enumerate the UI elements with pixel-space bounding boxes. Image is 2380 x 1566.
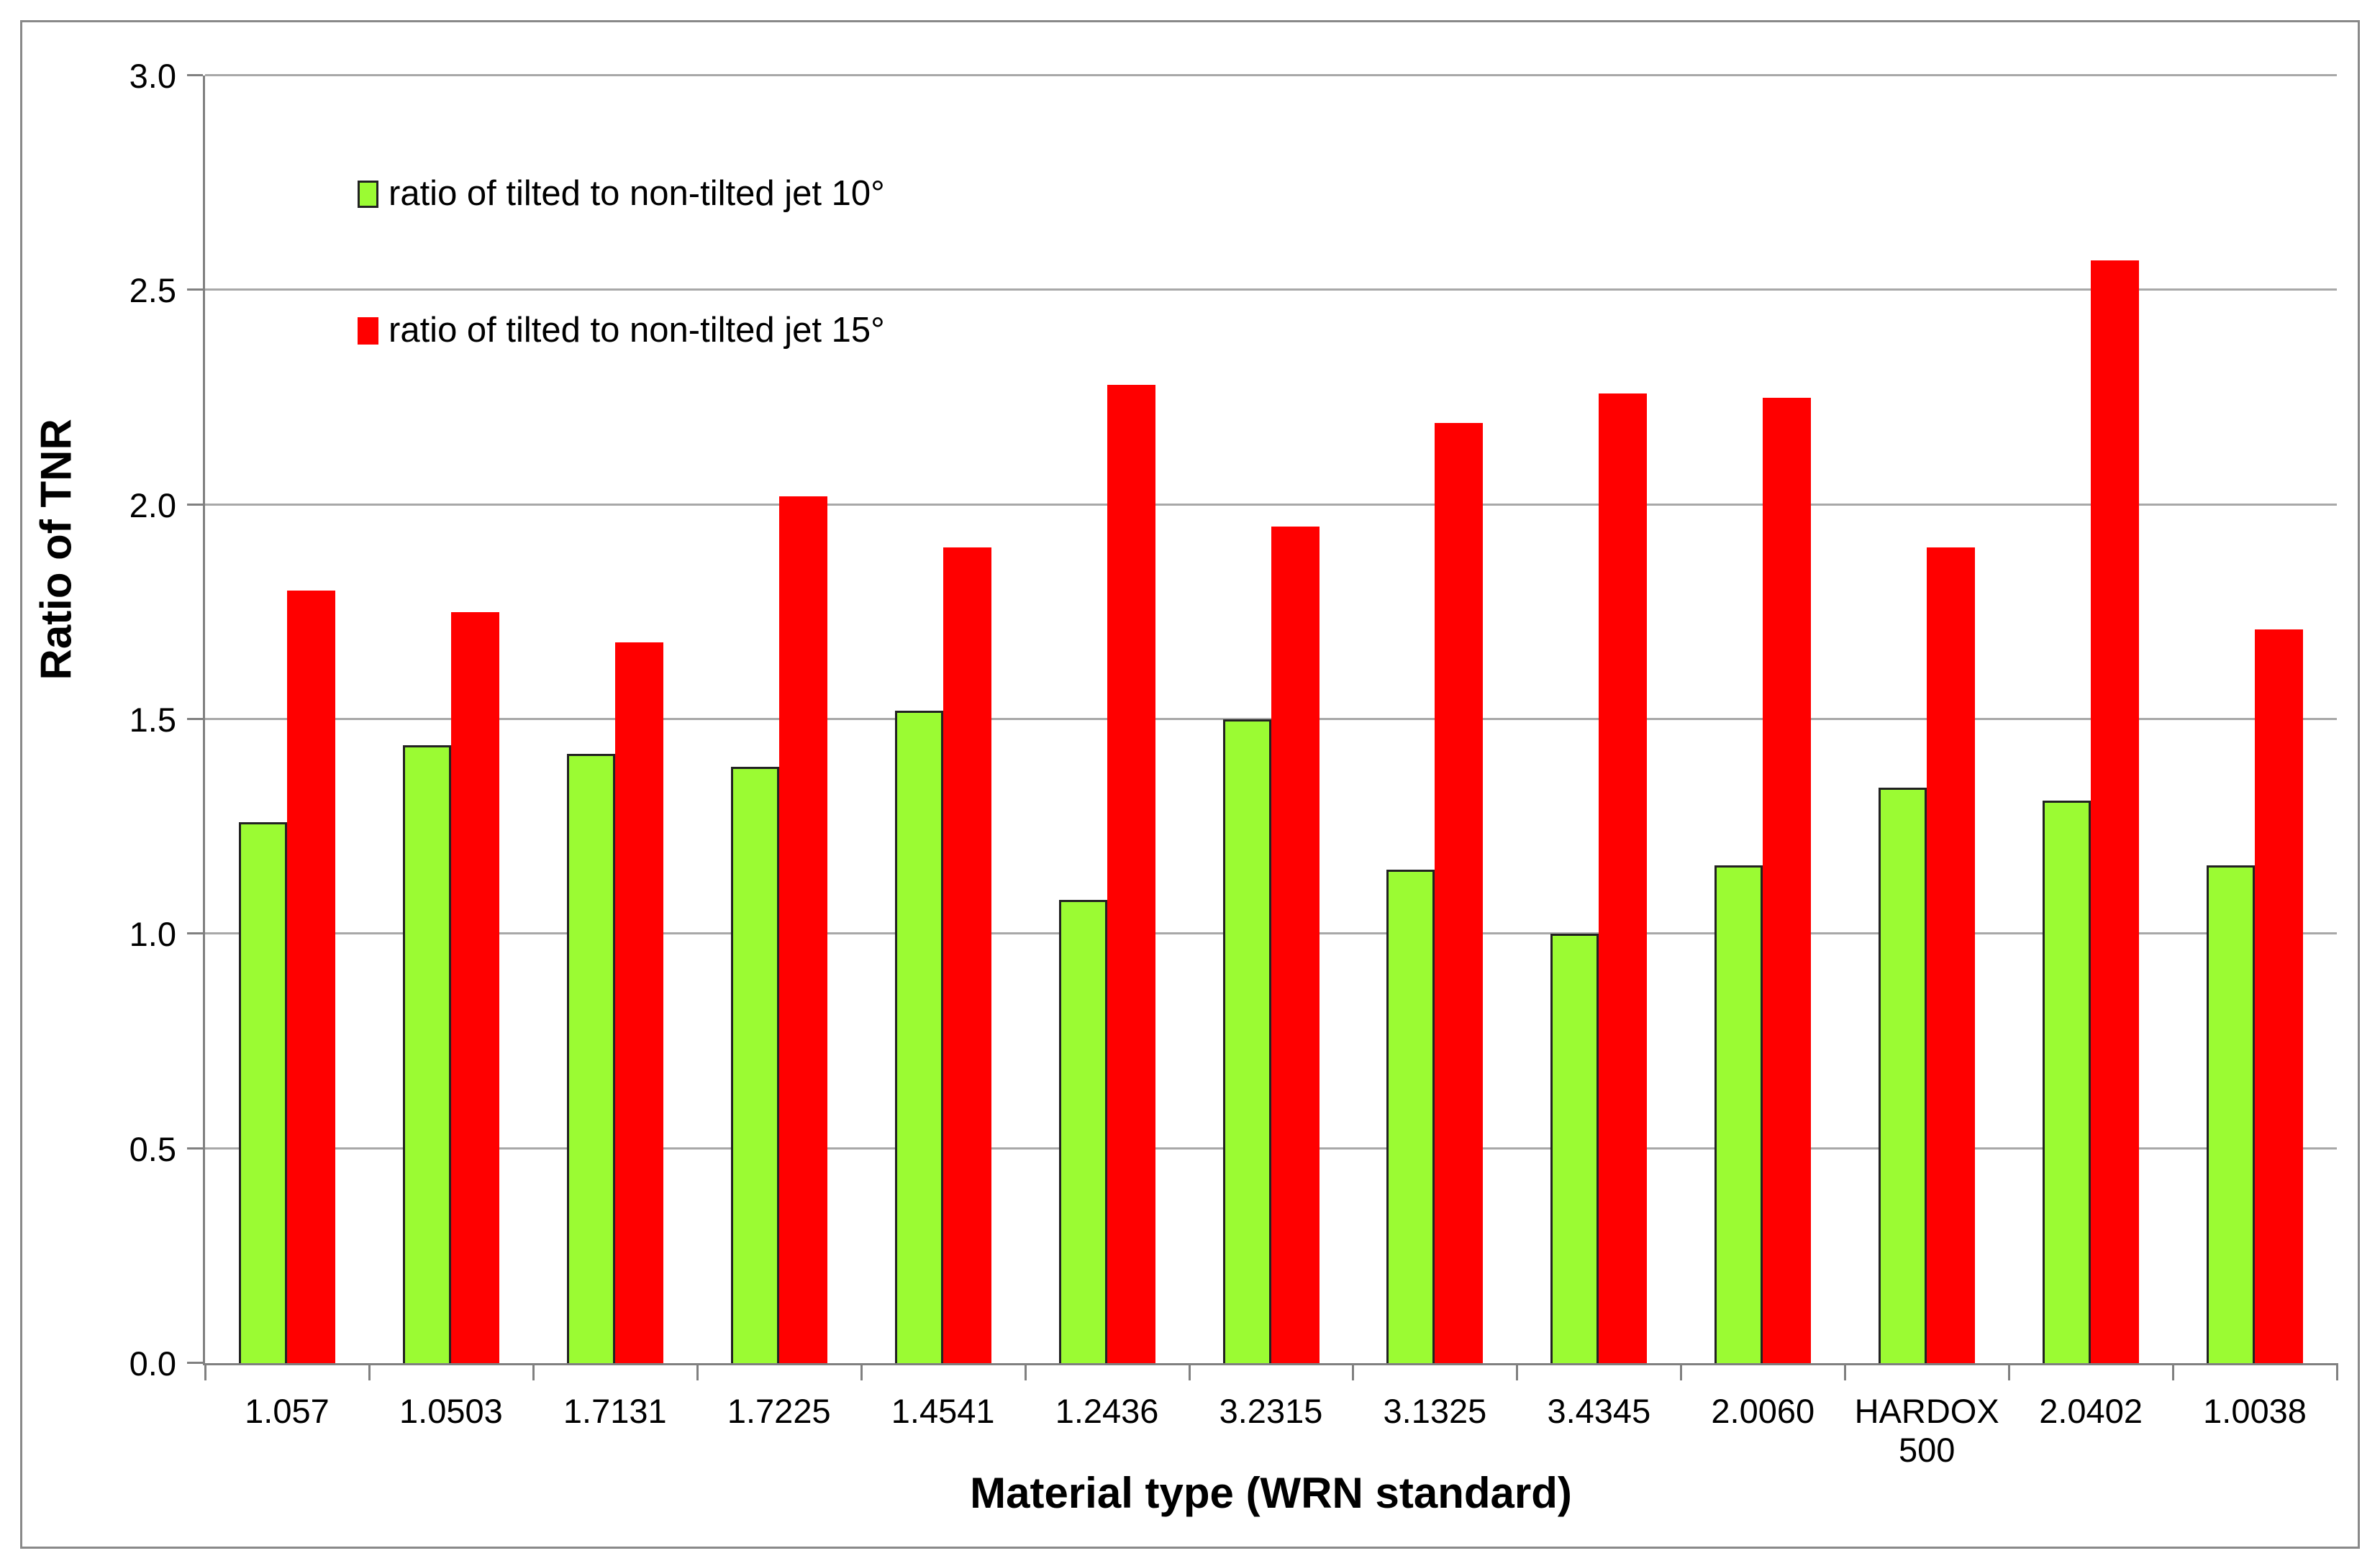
x-tick-boundary-13	[2336, 1363, 2338, 1380]
y-axis-title: Ratio of TNR	[32, 419, 81, 680]
x-tick-label-1.7225: 1.7225	[727, 1392, 831, 1430]
bar-10deg-1.7225	[730, 766, 779, 1363]
bar-10deg-3.2315	[1222, 719, 1271, 1363]
bar-15deg-3.2315	[1271, 526, 1320, 1363]
legend-label-15deg: ratio of tilted to non-tilted jet 15°	[389, 311, 885, 350]
y-tick-2.0	[187, 503, 203, 506]
chart-figure: ratio of tilted to non-tilted jet 10° rat…	[20, 20, 2360, 1549]
bar-10deg-3.4345	[1550, 934, 1599, 1363]
gridline-y-2.5	[205, 288, 2337, 291]
x-axis-title: Material type (WRN standard)	[970, 1469, 1572, 1517]
gridline-y-2.0	[205, 503, 2337, 506]
bar-15deg-3.4345	[1599, 393, 1648, 1363]
y-tick-label-2.0: 2.0	[129, 486, 176, 524]
x-tick-boundary-7	[1352, 1363, 1355, 1380]
bar-10deg-2.0060	[1714, 865, 1763, 1363]
legend-swatch-15deg-icon	[358, 317, 378, 345]
y-tick-1.5	[187, 718, 203, 720]
bar-10deg-1.2436	[1058, 899, 1107, 1363]
bar-15deg-1.057	[286, 591, 335, 1363]
bar-10deg-1.057	[238, 822, 287, 1363]
x-tick-boundary-5	[1024, 1363, 1027, 1380]
y-tick-1.0	[187, 932, 203, 935]
x-tick-boundary-10	[1844, 1363, 1847, 1380]
x-tick-boundary-8	[1516, 1363, 1519, 1380]
x-tick-boundary-6	[1188, 1363, 1191, 1380]
x-tick-boundary-3	[696, 1363, 699, 1380]
legend-swatch-10deg-icon	[358, 180, 378, 208]
bar-10deg-1.7131	[566, 753, 615, 1363]
gridline-y-3.0	[205, 74, 2337, 76]
legend-entry-10deg: ratio of tilted to non-tilted jet 10°	[358, 176, 885, 211]
x-tick-label-3.2315: 3.2315	[1219, 1392, 1323, 1430]
bar-15deg-1.2436	[1107, 384, 1155, 1363]
y-tick-label-1.0: 1.0	[129, 915, 176, 954]
bar-15deg-1.7131	[614, 642, 663, 1363]
y-tick-label-0.0: 0.0	[129, 1344, 176, 1383]
y-tick-0.0	[187, 1362, 203, 1364]
y-tick-label-0.5: 0.5	[129, 1129, 176, 1168]
bar-15deg-3.1325	[1435, 423, 1484, 1363]
x-tick-boundary-11	[2008, 1363, 2011, 1380]
bar-10deg-1.0503	[402, 745, 451, 1363]
x-tick-label-3.1325: 3.1325	[1383, 1392, 1487, 1430]
x-tick-label-HARDOX-500: HARDOX 500	[1854, 1392, 1999, 1469]
y-tick-2.5	[187, 288, 203, 291]
x-tick-label-2.0060: 2.0060	[1711, 1392, 1815, 1430]
x-tick-boundary-2	[532, 1363, 535, 1380]
x-tick-label-3.4345: 3.4345	[1547, 1392, 1651, 1430]
x-tick-label-1.2436: 1.2436	[1055, 1392, 1159, 1430]
bar-15deg-2.0402	[2091, 260, 2140, 1363]
bar-15deg-1.4541	[943, 547, 991, 1363]
bar-15deg-1.0503	[450, 611, 499, 1363]
x-tick-label-1.0503: 1.0503	[399, 1392, 503, 1430]
bar-10deg-1.4541	[894, 711, 943, 1363]
x-tick-boundary-0	[204, 1363, 206, 1380]
bar-10deg-2.0402	[2043, 801, 2091, 1363]
bar-15deg-1.0038	[2255, 629, 2304, 1363]
y-tick-label-1.5: 1.5	[129, 701, 176, 739]
x-tick-label-2.0402: 2.0402	[2039, 1392, 2143, 1430]
y-tick-label-2.5: 2.5	[129, 271, 176, 310]
x-tick-boundary-9	[1680, 1363, 1683, 1380]
legend-label-10deg: ratio of tilted to non-tilted jet 10°	[389, 174, 885, 213]
bar-15deg-1.7225	[778, 496, 827, 1363]
x-tick-label-1.4541: 1.4541	[891, 1392, 995, 1430]
x-tick-boundary-4	[860, 1363, 863, 1380]
x-tick-label-1.057: 1.057	[245, 1392, 330, 1430]
bar-15deg-HARDOX-500	[1927, 547, 1976, 1363]
bar-10deg-3.1325	[1386, 869, 1435, 1363]
x-tick-label-1.0038: 1.0038	[2203, 1392, 2307, 1430]
y-tick-label-3.0: 3.0	[129, 57, 176, 95]
bar-10deg-HARDOX-500	[1879, 788, 1927, 1363]
y-tick-0.5	[187, 1147, 203, 1150]
y-tick-3.0	[187, 74, 203, 76]
bar-15deg-2.0060	[1763, 397, 1812, 1363]
x-axis-line	[203, 1363, 2337, 1365]
x-tick-boundary-1	[368, 1363, 371, 1380]
bar-10deg-1.0038	[2207, 865, 2256, 1363]
y-axis-line	[203, 76, 205, 1363]
x-tick-label-1.7131: 1.7131	[563, 1392, 667, 1430]
legend-entry-15deg: ratio of tilted to non-tilted jet 15°	[358, 313, 885, 348]
plot-area: ratio of tilted to non-tilted jet 10° rat…	[130, 59, 2338, 1469]
x-tick-boundary-12	[2172, 1363, 2175, 1380]
